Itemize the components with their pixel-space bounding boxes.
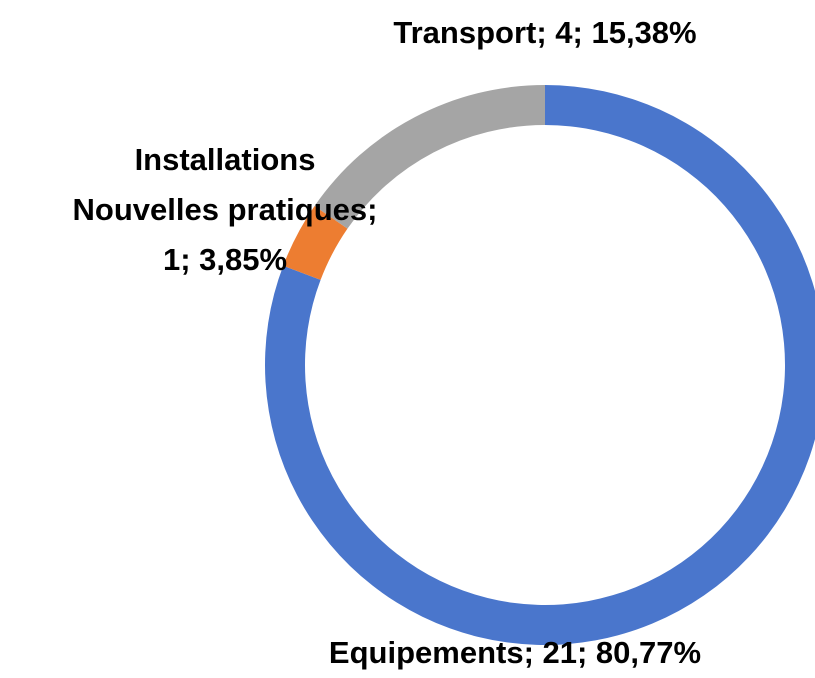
data-label: Transport; 4; 15,38%	[393, 15, 696, 50]
donut-slice	[314, 85, 545, 229]
data-label: Nouvelles pratiques;	[73, 192, 378, 227]
donut-slice	[283, 205, 348, 280]
data-label: 1; 3,85%	[163, 242, 287, 277]
data-label: Equipements; 21; 80,77%	[329, 635, 701, 670]
data-label: Installations	[135, 142, 316, 177]
